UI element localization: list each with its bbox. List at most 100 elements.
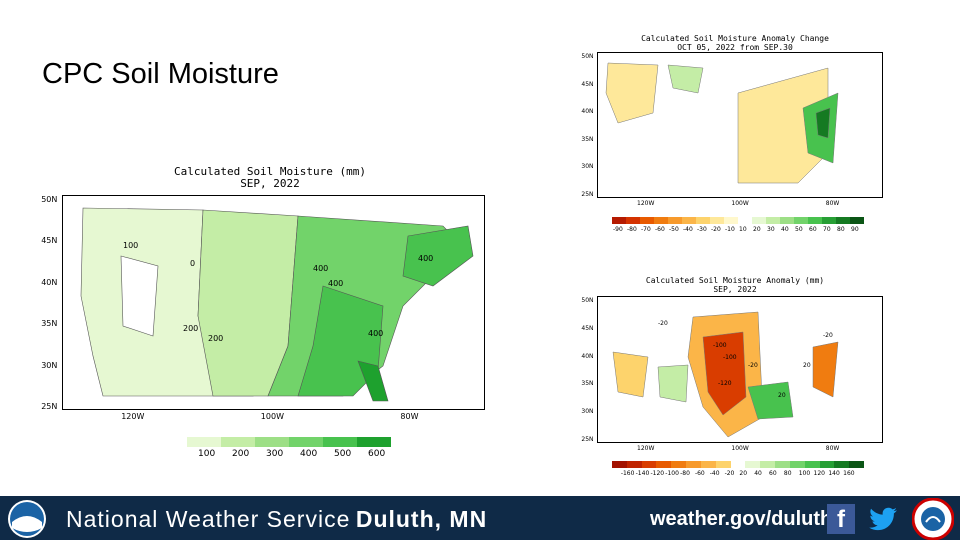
colorbar-swatch xyxy=(221,437,255,447)
colorbar-label: 100 xyxy=(798,470,811,477)
colorbar-label: 500 xyxy=(334,449,352,459)
colorbar-label: -80 xyxy=(680,470,690,477)
colorbar-swatch xyxy=(730,461,746,468)
colorbar-label: 400 xyxy=(300,449,318,459)
colorbar-label: -50 xyxy=(669,226,679,233)
region-wet-west xyxy=(657,364,689,403)
footer-bar xyxy=(0,496,960,540)
website-link[interactable]: weather.gov/duluth xyxy=(650,508,833,530)
colorbar-label: 60 xyxy=(809,226,817,233)
colorbar-label: 80 xyxy=(783,470,792,477)
colorbar-label: -60 xyxy=(655,226,665,233)
colorbar-swatch xyxy=(187,437,221,447)
lat-tick-label: 25N xyxy=(41,402,58,411)
colorbar-label: 200 xyxy=(232,449,250,459)
map-svg: -20 -100 -100 -120 -20 20 20 -20 xyxy=(612,311,839,438)
colorbar-swatch xyxy=(671,461,687,468)
colorbar-label: 50 xyxy=(795,226,803,233)
land-dry-west xyxy=(120,255,159,337)
nws-logo-icon xyxy=(911,497,955,541)
map-soil-moisture: 100 0 200 200 400 400 400 400 xyxy=(62,195,485,410)
colorbar-label: 100 xyxy=(198,449,216,459)
colorbar-label: 10 xyxy=(739,226,747,233)
chart-title: Calculated Soil Moisture (mm) SEP, 2022 xyxy=(150,166,390,190)
contour-label: -20 xyxy=(748,362,758,369)
facebook-icon[interactable]: f xyxy=(827,504,855,534)
noaa-logo xyxy=(8,500,46,538)
colorbar-swatch xyxy=(289,437,323,447)
colorbar-swatch xyxy=(834,461,850,468)
chart-subtitle: SEP, 2022 xyxy=(713,285,757,294)
colorbar-swatch xyxy=(668,217,682,224)
nws-text: National Weather Service Duluth, MN xyxy=(66,506,487,533)
region-dry-central xyxy=(737,67,829,184)
colorbar-swatch xyxy=(612,217,626,224)
colorbar-swatch xyxy=(323,437,357,447)
colorbar-swatch xyxy=(789,461,805,468)
region-wet-ne xyxy=(815,107,831,139)
colorbar-swatch xyxy=(738,217,752,224)
lat-tick-label: 35N xyxy=(581,380,594,388)
lat-tick-label: 50N xyxy=(41,195,58,204)
contour-label: 0 xyxy=(190,259,195,268)
lat-tick-label: 35N xyxy=(581,135,594,143)
colorbar-label: 40 xyxy=(781,226,789,233)
lon-tick-label: 100W xyxy=(731,200,749,207)
colorbar-label: -80 xyxy=(627,226,637,233)
contour-label: -100 xyxy=(713,342,727,349)
colorbar-swatch xyxy=(724,217,738,224)
colorbar-swatch xyxy=(656,461,672,468)
region-wet-nw xyxy=(667,64,704,94)
region-dry-core xyxy=(702,331,747,416)
colorbar-label: 90 xyxy=(851,226,859,233)
colorbar-swatch xyxy=(640,217,654,224)
chart-title-line: Calculated Soil Moisture Anomaly Change xyxy=(641,34,829,43)
chart-title: Calculated Soil Moisture Anomaly Change … xyxy=(620,34,850,52)
chart-subtitle: OCT 05, 2022 from SEP.30 xyxy=(677,43,793,52)
colorbar-swatch xyxy=(612,461,627,468)
contour-label: 200 xyxy=(183,324,198,333)
colorbar-label: -140 xyxy=(635,470,650,477)
colorbar-label: 60 xyxy=(769,470,777,477)
lon-tick-label: 80W xyxy=(400,412,419,421)
colorbar-label: -10 xyxy=(725,226,735,233)
org-name: National Weather Service xyxy=(66,506,351,532)
twitter-icon[interactable] xyxy=(866,504,900,534)
colorbar-swatch xyxy=(849,461,865,468)
land-florida xyxy=(357,360,389,402)
lat-tick-label: 35N xyxy=(41,319,58,329)
colorbar-swatch xyxy=(715,461,731,468)
colorbar-label: -70 xyxy=(641,226,651,233)
colorbar-swatch xyxy=(696,217,710,224)
lon-tick-label: 80W xyxy=(825,200,840,207)
chart-title-line: Calculated Soil Moisture Anomaly (mm) xyxy=(645,276,825,285)
colorbar-label: 80 xyxy=(837,226,845,233)
map-anomaly-change xyxy=(597,52,883,198)
contour-label: 200 xyxy=(208,334,223,343)
lat-tick-label: 45N xyxy=(581,324,594,332)
office-name: Duluth, MN xyxy=(355,506,488,532)
colorbar-label: 20 xyxy=(739,470,748,477)
colorbar-label: -60 xyxy=(694,470,705,477)
colorbar-swatch xyxy=(804,461,820,468)
contour-label: 400 xyxy=(328,279,343,288)
colorbar-label: 120 xyxy=(813,470,825,477)
contour-label: -100 xyxy=(723,354,737,361)
lon-tick-label: 120W xyxy=(121,412,145,421)
contour-label: 20 xyxy=(778,392,786,399)
chart-subtitle: SEP, 2022 xyxy=(240,177,300,190)
colorbar-swatch xyxy=(836,217,850,224)
region-dry-east xyxy=(812,341,839,398)
lon-tick-label: 100W xyxy=(731,445,749,452)
colorbar-anomaly xyxy=(612,461,865,468)
lat-tick-label: 30N xyxy=(581,408,594,416)
lat-tick-label: 40N xyxy=(581,108,594,116)
colorbar-swatch xyxy=(822,217,836,224)
colorbar-label: 300 xyxy=(266,449,284,459)
colorbar-label: -100 xyxy=(665,470,679,477)
colorbar-label: 30 xyxy=(767,226,775,233)
lat-tick-label: 40N xyxy=(581,352,594,360)
colorbar-swatch xyxy=(682,217,696,224)
nws-logo xyxy=(911,497,955,541)
